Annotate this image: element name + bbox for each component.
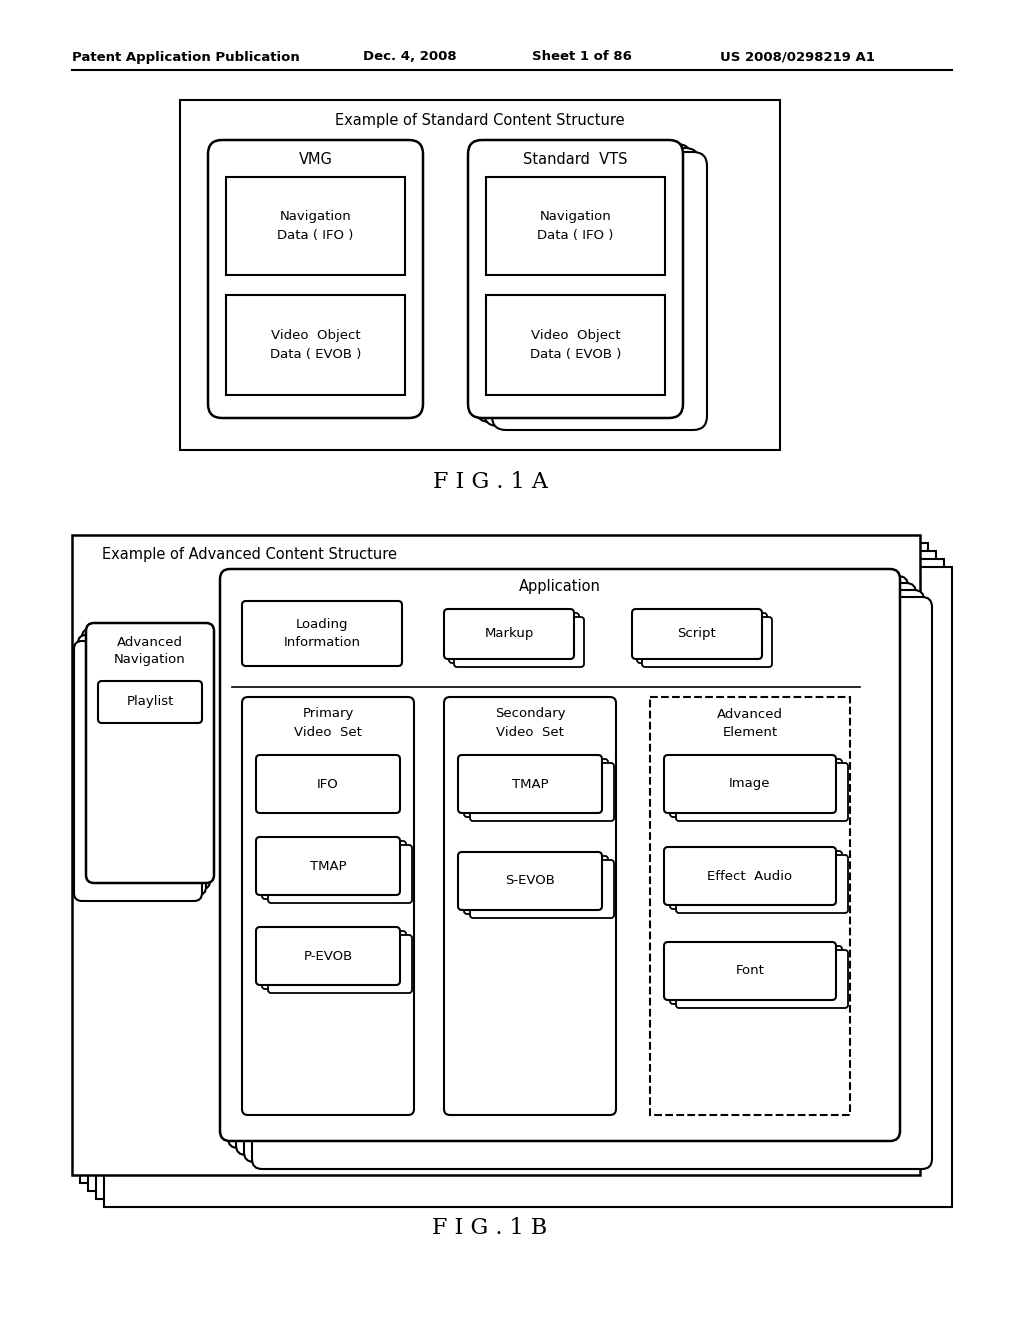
Text: Advanced
Element: Advanced Element <box>717 708 783 738</box>
Bar <box>226 294 406 395</box>
Text: Font: Font <box>735 965 765 978</box>
Bar <box>80 543 928 1183</box>
FancyBboxPatch shape <box>664 755 836 813</box>
FancyBboxPatch shape <box>244 590 924 1162</box>
FancyBboxPatch shape <box>468 140 683 418</box>
Text: Effect  Audio: Effect Audio <box>708 870 793 883</box>
FancyBboxPatch shape <box>470 763 614 821</box>
Text: S-EVOB: S-EVOB <box>505 874 555 887</box>
FancyBboxPatch shape <box>86 623 214 883</box>
Text: Playlist: Playlist <box>126 696 174 709</box>
Text: Application: Application <box>519 579 601 594</box>
Text: Dec. 4, 2008: Dec. 4, 2008 <box>362 50 457 63</box>
FancyBboxPatch shape <box>82 630 210 888</box>
Text: F I G . 1 B: F I G . 1 B <box>432 1217 548 1239</box>
FancyBboxPatch shape <box>664 942 836 1001</box>
Bar <box>96 558 944 1199</box>
FancyBboxPatch shape <box>256 927 400 985</box>
FancyBboxPatch shape <box>98 681 202 723</box>
FancyBboxPatch shape <box>444 609 574 659</box>
FancyBboxPatch shape <box>262 841 406 899</box>
Text: Example of Standard Content Structure: Example of Standard Content Structure <box>335 112 625 128</box>
FancyBboxPatch shape <box>484 148 699 426</box>
FancyBboxPatch shape <box>464 759 608 817</box>
Bar <box>104 568 952 1206</box>
FancyBboxPatch shape <box>670 759 842 817</box>
FancyBboxPatch shape <box>256 837 400 895</box>
FancyBboxPatch shape <box>252 597 932 1170</box>
FancyBboxPatch shape <box>464 855 608 913</box>
FancyBboxPatch shape <box>228 576 908 1148</box>
FancyBboxPatch shape <box>670 851 842 909</box>
Text: Navigation
Data ( IFO ): Navigation Data ( IFO ) <box>278 210 353 242</box>
FancyBboxPatch shape <box>256 755 400 813</box>
Text: TMAP: TMAP <box>309 859 346 873</box>
FancyBboxPatch shape <box>220 569 900 1140</box>
FancyBboxPatch shape <box>670 946 842 1005</box>
Text: Example of Advanced Content Structure: Example of Advanced Content Structure <box>102 548 397 562</box>
Text: VMG: VMG <box>299 152 333 166</box>
Bar <box>226 177 406 275</box>
FancyBboxPatch shape <box>78 635 206 895</box>
FancyBboxPatch shape <box>664 847 836 906</box>
Bar <box>72 535 920 1175</box>
FancyBboxPatch shape <box>492 152 707 430</box>
Text: Image: Image <box>729 777 771 791</box>
FancyBboxPatch shape <box>262 931 406 989</box>
FancyBboxPatch shape <box>642 616 772 667</box>
Text: US 2008/0298219 A1: US 2008/0298219 A1 <box>720 50 874 63</box>
FancyBboxPatch shape <box>268 935 412 993</box>
FancyBboxPatch shape <box>476 144 691 422</box>
Text: IFO: IFO <box>317 777 339 791</box>
Text: Navigation
Data ( IFO ): Navigation Data ( IFO ) <box>538 210 613 242</box>
Text: P-EVOB: P-EVOB <box>303 949 352 962</box>
Text: Advanced
Navigation: Advanced Navigation <box>114 635 186 667</box>
Text: Primary
Video  Set: Primary Video Set <box>294 708 361 738</box>
FancyBboxPatch shape <box>444 697 616 1115</box>
Text: Video  Object
Data ( EVOB ): Video Object Data ( EVOB ) <box>529 329 622 360</box>
FancyBboxPatch shape <box>454 616 584 667</box>
Text: Script: Script <box>678 627 717 640</box>
FancyBboxPatch shape <box>676 763 848 821</box>
FancyBboxPatch shape <box>676 855 848 913</box>
Text: Secondary
Video  Set: Secondary Video Set <box>495 708 565 738</box>
Bar <box>650 697 850 1115</box>
Text: Video  Object
Data ( EVOB ): Video Object Data ( EVOB ) <box>269 329 361 360</box>
FancyBboxPatch shape <box>236 583 916 1155</box>
Text: Standard  VTS: Standard VTS <box>523 152 628 166</box>
Text: Loading
Information: Loading Information <box>284 618 360 649</box>
FancyBboxPatch shape <box>74 642 202 902</box>
FancyBboxPatch shape <box>458 755 602 813</box>
Text: F I G . 1 A: F I G . 1 A <box>432 471 548 492</box>
FancyBboxPatch shape <box>676 950 848 1008</box>
Bar <box>180 100 780 450</box>
Bar <box>486 177 665 275</box>
FancyBboxPatch shape <box>470 861 614 917</box>
FancyBboxPatch shape <box>242 601 402 667</box>
Bar <box>486 294 665 395</box>
FancyBboxPatch shape <box>458 851 602 909</box>
FancyBboxPatch shape <box>208 140 423 418</box>
Text: TMAP: TMAP <box>512 777 548 791</box>
Text: Sheet 1 of 86: Sheet 1 of 86 <box>532 50 632 63</box>
Text: Markup: Markup <box>484 627 534 640</box>
Text: Patent Application Publication: Patent Application Publication <box>72 50 300 63</box>
FancyBboxPatch shape <box>242 697 414 1115</box>
FancyBboxPatch shape <box>632 609 762 659</box>
FancyBboxPatch shape <box>637 612 767 663</box>
FancyBboxPatch shape <box>268 845 412 903</box>
FancyBboxPatch shape <box>449 612 579 663</box>
Bar <box>88 550 936 1191</box>
